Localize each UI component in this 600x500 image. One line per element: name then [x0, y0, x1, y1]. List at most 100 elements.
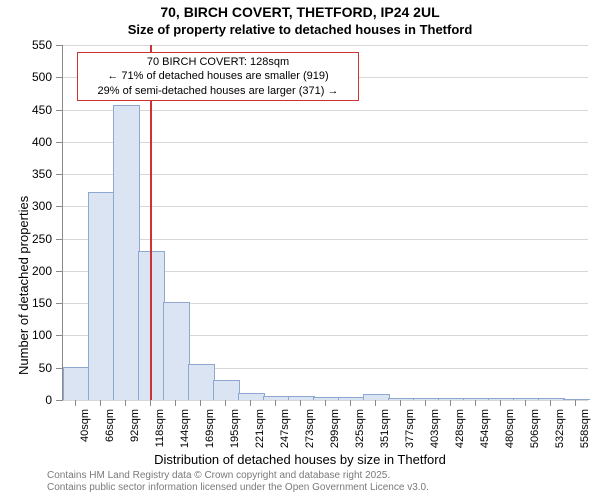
histogram-bar — [488, 398, 515, 400]
x-tick-label: 273sqm — [304, 409, 316, 448]
y-tick-label: 300 — [22, 199, 52, 213]
histogram-bar — [213, 380, 240, 400]
x-tick — [125, 400, 126, 406]
chart-title-sub: Size of property relative to detached ho… — [0, 22, 600, 37]
histogram-bar — [413, 398, 440, 400]
grid-line — [63, 45, 588, 46]
y-tick — [56, 142, 62, 143]
grid-line — [63, 174, 588, 175]
histogram-bar — [563, 399, 590, 400]
x-tick-label: 299sqm — [329, 409, 341, 448]
x-tick-label: 532sqm — [554, 409, 566, 448]
x-tick-label: 351sqm — [379, 409, 391, 448]
footer-attribution: Contains HM Land Registry data © Crown c… — [47, 470, 429, 494]
x-tick — [275, 400, 276, 406]
y-tick — [56, 271, 62, 272]
histogram-bar — [363, 394, 390, 400]
y-tick-label: 450 — [22, 103, 52, 117]
histogram-bar — [238, 393, 265, 400]
y-tick-label: 250 — [22, 232, 52, 246]
y-tick — [56, 303, 62, 304]
x-tick — [175, 400, 176, 406]
grid-line — [63, 142, 588, 143]
y-tick — [56, 368, 62, 369]
x-tick — [225, 400, 226, 406]
x-tick — [375, 400, 376, 406]
x-tick — [150, 400, 151, 406]
histogram-bar — [538, 398, 565, 400]
histogram-bar — [513, 398, 540, 400]
histogram-bar — [438, 398, 465, 400]
x-tick-label: 66sqm — [104, 409, 116, 442]
x-tick-label: 454sqm — [479, 409, 491, 448]
x-tick-label: 480sqm — [504, 409, 516, 448]
x-tick-label: 403sqm — [429, 409, 441, 448]
chart-title-main: 70, BIRCH COVERT, THETFORD, IP24 2UL — [0, 4, 600, 20]
histogram-bar — [388, 398, 415, 400]
x-tick — [475, 400, 476, 406]
histogram-bar — [263, 396, 290, 400]
grid-line — [63, 400, 588, 401]
y-tick-label: 100 — [22, 328, 52, 342]
grid-line — [63, 110, 588, 111]
grid-line — [63, 239, 588, 240]
y-tick-label: 350 — [22, 167, 52, 181]
x-axis-label: Distribution of detached houses by size … — [0, 452, 600, 467]
x-tick — [450, 400, 451, 406]
y-tick — [56, 206, 62, 207]
x-tick-label: 506sqm — [529, 409, 541, 448]
y-tick — [56, 239, 62, 240]
x-tick-label: 40sqm — [79, 409, 91, 442]
histogram-bar — [113, 105, 140, 400]
x-tick — [400, 400, 401, 406]
y-tick — [56, 335, 62, 336]
x-tick — [75, 400, 76, 406]
footer-line1: Contains HM Land Registry data © Crown c… — [47, 470, 429, 482]
x-tick-label: 118sqm — [154, 409, 166, 447]
histogram-bar — [63, 367, 90, 400]
x-tick — [325, 400, 326, 406]
y-tick — [56, 400, 62, 401]
annotation-box: 70 BIRCH COVERT: 128sqm ← 71% of detache… — [77, 52, 359, 101]
histogram-chart: 70, BIRCH COVERT, THETFORD, IP24 2UL Siz… — [0, 0, 600, 500]
x-tick-label: 221sqm — [254, 409, 266, 448]
x-tick-label: 247sqm — [279, 409, 291, 448]
footer-line2: Contains public sector information licen… — [47, 482, 429, 494]
x-tick — [350, 400, 351, 406]
grid-line — [63, 206, 588, 207]
y-tick — [56, 174, 62, 175]
y-tick-label: 500 — [22, 70, 52, 84]
y-tick-label: 0 — [22, 393, 52, 407]
histogram-bar — [163, 302, 190, 400]
x-tick-label: 169sqm — [204, 409, 216, 448]
y-tick — [56, 77, 62, 78]
x-tick — [550, 400, 551, 406]
x-tick-label: 428sqm — [454, 409, 466, 448]
y-tick-label: 150 — [22, 296, 52, 310]
y-tick-label: 50 — [22, 361, 52, 375]
histogram-bar — [288, 396, 315, 400]
annotation-line1: 70 BIRCH COVERT: 128sqm — [84, 55, 352, 69]
y-tick-label: 550 — [22, 38, 52, 52]
histogram-bar — [338, 397, 365, 400]
histogram-bar — [88, 192, 115, 400]
y-axis-label: Number of detached properties — [16, 196, 31, 375]
x-tick-label: 377sqm — [404, 409, 416, 448]
x-tick-label: 195sqm — [229, 409, 241, 448]
y-tick — [56, 110, 62, 111]
y-tick-label: 400 — [22, 135, 52, 149]
x-tick — [200, 400, 201, 406]
x-tick — [100, 400, 101, 406]
x-tick — [575, 400, 576, 406]
x-tick — [300, 400, 301, 406]
annotation-line2: ← 71% of detached houses are smaller (91… — [84, 69, 352, 83]
histogram-bar — [463, 398, 490, 400]
x-tick-label: 325sqm — [354, 409, 366, 448]
x-tick — [425, 400, 426, 406]
y-tick — [56, 45, 62, 46]
x-tick-label: 92sqm — [129, 409, 141, 442]
x-tick — [525, 400, 526, 406]
x-tick — [250, 400, 251, 406]
y-tick-label: 200 — [22, 264, 52, 278]
x-tick-label: 558sqm — [579, 409, 591, 448]
